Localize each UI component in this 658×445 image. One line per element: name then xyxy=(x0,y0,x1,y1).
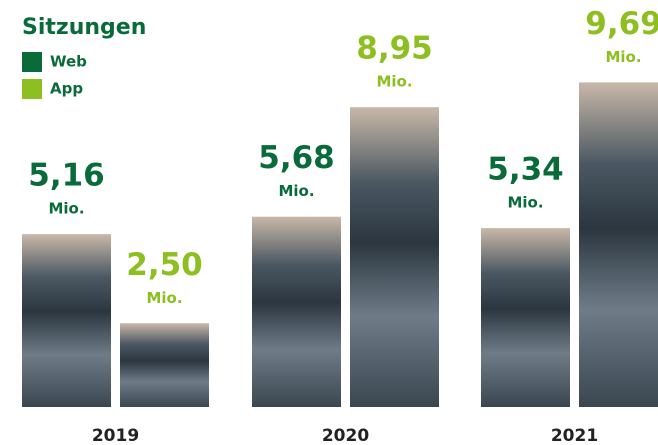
chart-title: Sitzungen xyxy=(22,15,146,40)
bar xyxy=(579,82,658,407)
value-label: 5,68 xyxy=(258,140,335,176)
x-tick-label: 2021 xyxy=(551,426,598,445)
bar xyxy=(120,323,209,407)
value-label: 2,50 xyxy=(126,247,203,283)
legend-text: App xyxy=(50,80,83,98)
value-label: 5,34 xyxy=(487,152,564,188)
value-label: 8,95 xyxy=(356,31,433,67)
x-tick-label: 2019 xyxy=(92,426,139,445)
x-tick-label: 2020 xyxy=(322,426,369,445)
unit-label: Mio. xyxy=(605,48,641,66)
bar xyxy=(22,234,111,407)
bar xyxy=(252,216,341,407)
unit-label: Mio. xyxy=(376,73,412,91)
unit-label: Mio. xyxy=(278,182,314,200)
legend-text: Web xyxy=(50,53,87,71)
bar xyxy=(350,107,439,408)
bar xyxy=(481,228,570,407)
value-label: 9,69 xyxy=(585,6,658,42)
legend-swatch xyxy=(22,79,42,99)
unit-label: Mio. xyxy=(48,200,84,218)
legend-swatch xyxy=(22,52,42,72)
value-label: 5,16 xyxy=(28,158,105,194)
unit-label: Mio. xyxy=(146,289,182,307)
unit-label: Mio. xyxy=(507,194,543,212)
